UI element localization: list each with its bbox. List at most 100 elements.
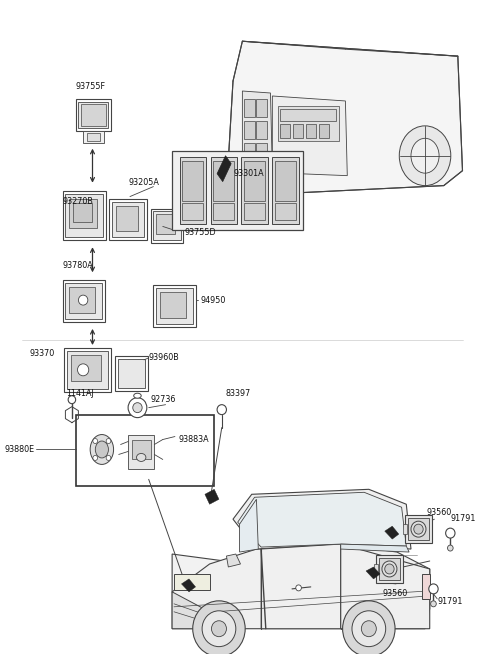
Polygon shape — [217, 156, 231, 181]
Bar — [172, 151, 303, 231]
Circle shape — [382, 561, 397, 577]
Polygon shape — [366, 567, 380, 579]
Bar — [404, 524, 407, 534]
Bar — [118, 359, 145, 388]
Bar — [182, 160, 203, 200]
Bar — [376, 555, 403, 583]
Circle shape — [296, 585, 301, 591]
Ellipse shape — [134, 393, 141, 398]
Bar — [280, 124, 290, 138]
Bar — [211, 157, 237, 225]
Bar — [408, 518, 429, 540]
Text: 83397: 83397 — [226, 388, 251, 398]
Circle shape — [77, 364, 89, 376]
Ellipse shape — [96, 441, 108, 458]
Bar — [76, 99, 111, 131]
Polygon shape — [272, 96, 348, 176]
Circle shape — [411, 521, 426, 537]
Polygon shape — [240, 499, 258, 552]
Bar — [422, 574, 430, 599]
Bar — [406, 515, 432, 543]
Circle shape — [212, 621, 227, 637]
Circle shape — [385, 564, 394, 574]
Bar — [213, 160, 234, 200]
Bar — [65, 283, 102, 319]
Bar — [112, 202, 144, 237]
Bar — [379, 558, 400, 580]
Bar — [65, 194, 103, 237]
Bar — [62, 280, 105, 322]
Circle shape — [106, 455, 111, 460]
Circle shape — [193, 601, 245, 655]
Bar — [278, 106, 339, 141]
Circle shape — [447, 545, 453, 551]
Bar — [244, 160, 265, 200]
Bar — [151, 208, 183, 244]
Circle shape — [68, 396, 76, 403]
Bar — [182, 202, 203, 221]
Bar — [78, 102, 108, 128]
Circle shape — [202, 611, 236, 646]
Polygon shape — [238, 493, 406, 547]
Polygon shape — [227, 554, 240, 567]
Bar — [62, 191, 106, 240]
Text: 92736: 92736 — [151, 395, 176, 404]
Text: 93560: 93560 — [383, 589, 408, 598]
Bar — [244, 143, 254, 160]
Bar — [256, 121, 267, 139]
Circle shape — [352, 611, 386, 646]
Polygon shape — [233, 489, 411, 549]
Text: 93755F: 93755F — [76, 82, 106, 91]
Bar — [244, 121, 254, 139]
Bar — [109, 198, 147, 240]
Text: 93560: 93560 — [427, 508, 452, 517]
Bar — [160, 292, 186, 318]
Circle shape — [431, 601, 436, 607]
Ellipse shape — [411, 138, 439, 173]
Text: 93301A: 93301A — [233, 169, 264, 178]
Polygon shape — [205, 489, 219, 504]
Bar — [73, 202, 92, 223]
Polygon shape — [172, 554, 256, 616]
Circle shape — [445, 528, 455, 538]
Bar — [64, 348, 111, 392]
Circle shape — [106, 439, 111, 443]
Circle shape — [93, 455, 97, 460]
Text: 93960B: 93960B — [149, 353, 180, 362]
Bar — [374, 564, 378, 574]
Polygon shape — [172, 544, 430, 629]
Polygon shape — [341, 544, 430, 629]
Bar — [76, 415, 214, 486]
Bar — [132, 440, 151, 459]
Bar — [116, 206, 138, 231]
Ellipse shape — [90, 434, 114, 464]
Circle shape — [128, 398, 147, 418]
Bar — [115, 356, 148, 391]
Bar — [272, 157, 299, 225]
Circle shape — [78, 295, 88, 305]
Bar — [156, 288, 193, 324]
Bar — [156, 214, 175, 234]
Bar — [244, 202, 265, 221]
Text: 1141AJ: 1141AJ — [66, 388, 94, 398]
Bar — [275, 202, 296, 221]
Circle shape — [133, 403, 142, 413]
Bar — [241, 157, 268, 225]
Bar — [81, 104, 106, 126]
Bar — [174, 574, 210, 590]
Bar — [180, 157, 206, 225]
Circle shape — [361, 621, 376, 637]
Text: 93755D: 93755D — [184, 229, 216, 237]
Polygon shape — [181, 579, 195, 592]
Text: 91791: 91791 — [437, 597, 463, 606]
Circle shape — [429, 584, 438, 594]
Polygon shape — [242, 91, 272, 171]
Bar — [83, 131, 104, 143]
Polygon shape — [172, 592, 214, 629]
Circle shape — [93, 439, 97, 443]
Bar — [154, 212, 180, 240]
Text: 93205A: 93205A — [128, 178, 159, 187]
Text: 94950: 94950 — [200, 295, 226, 305]
Polygon shape — [341, 544, 409, 552]
Bar — [69, 198, 97, 229]
